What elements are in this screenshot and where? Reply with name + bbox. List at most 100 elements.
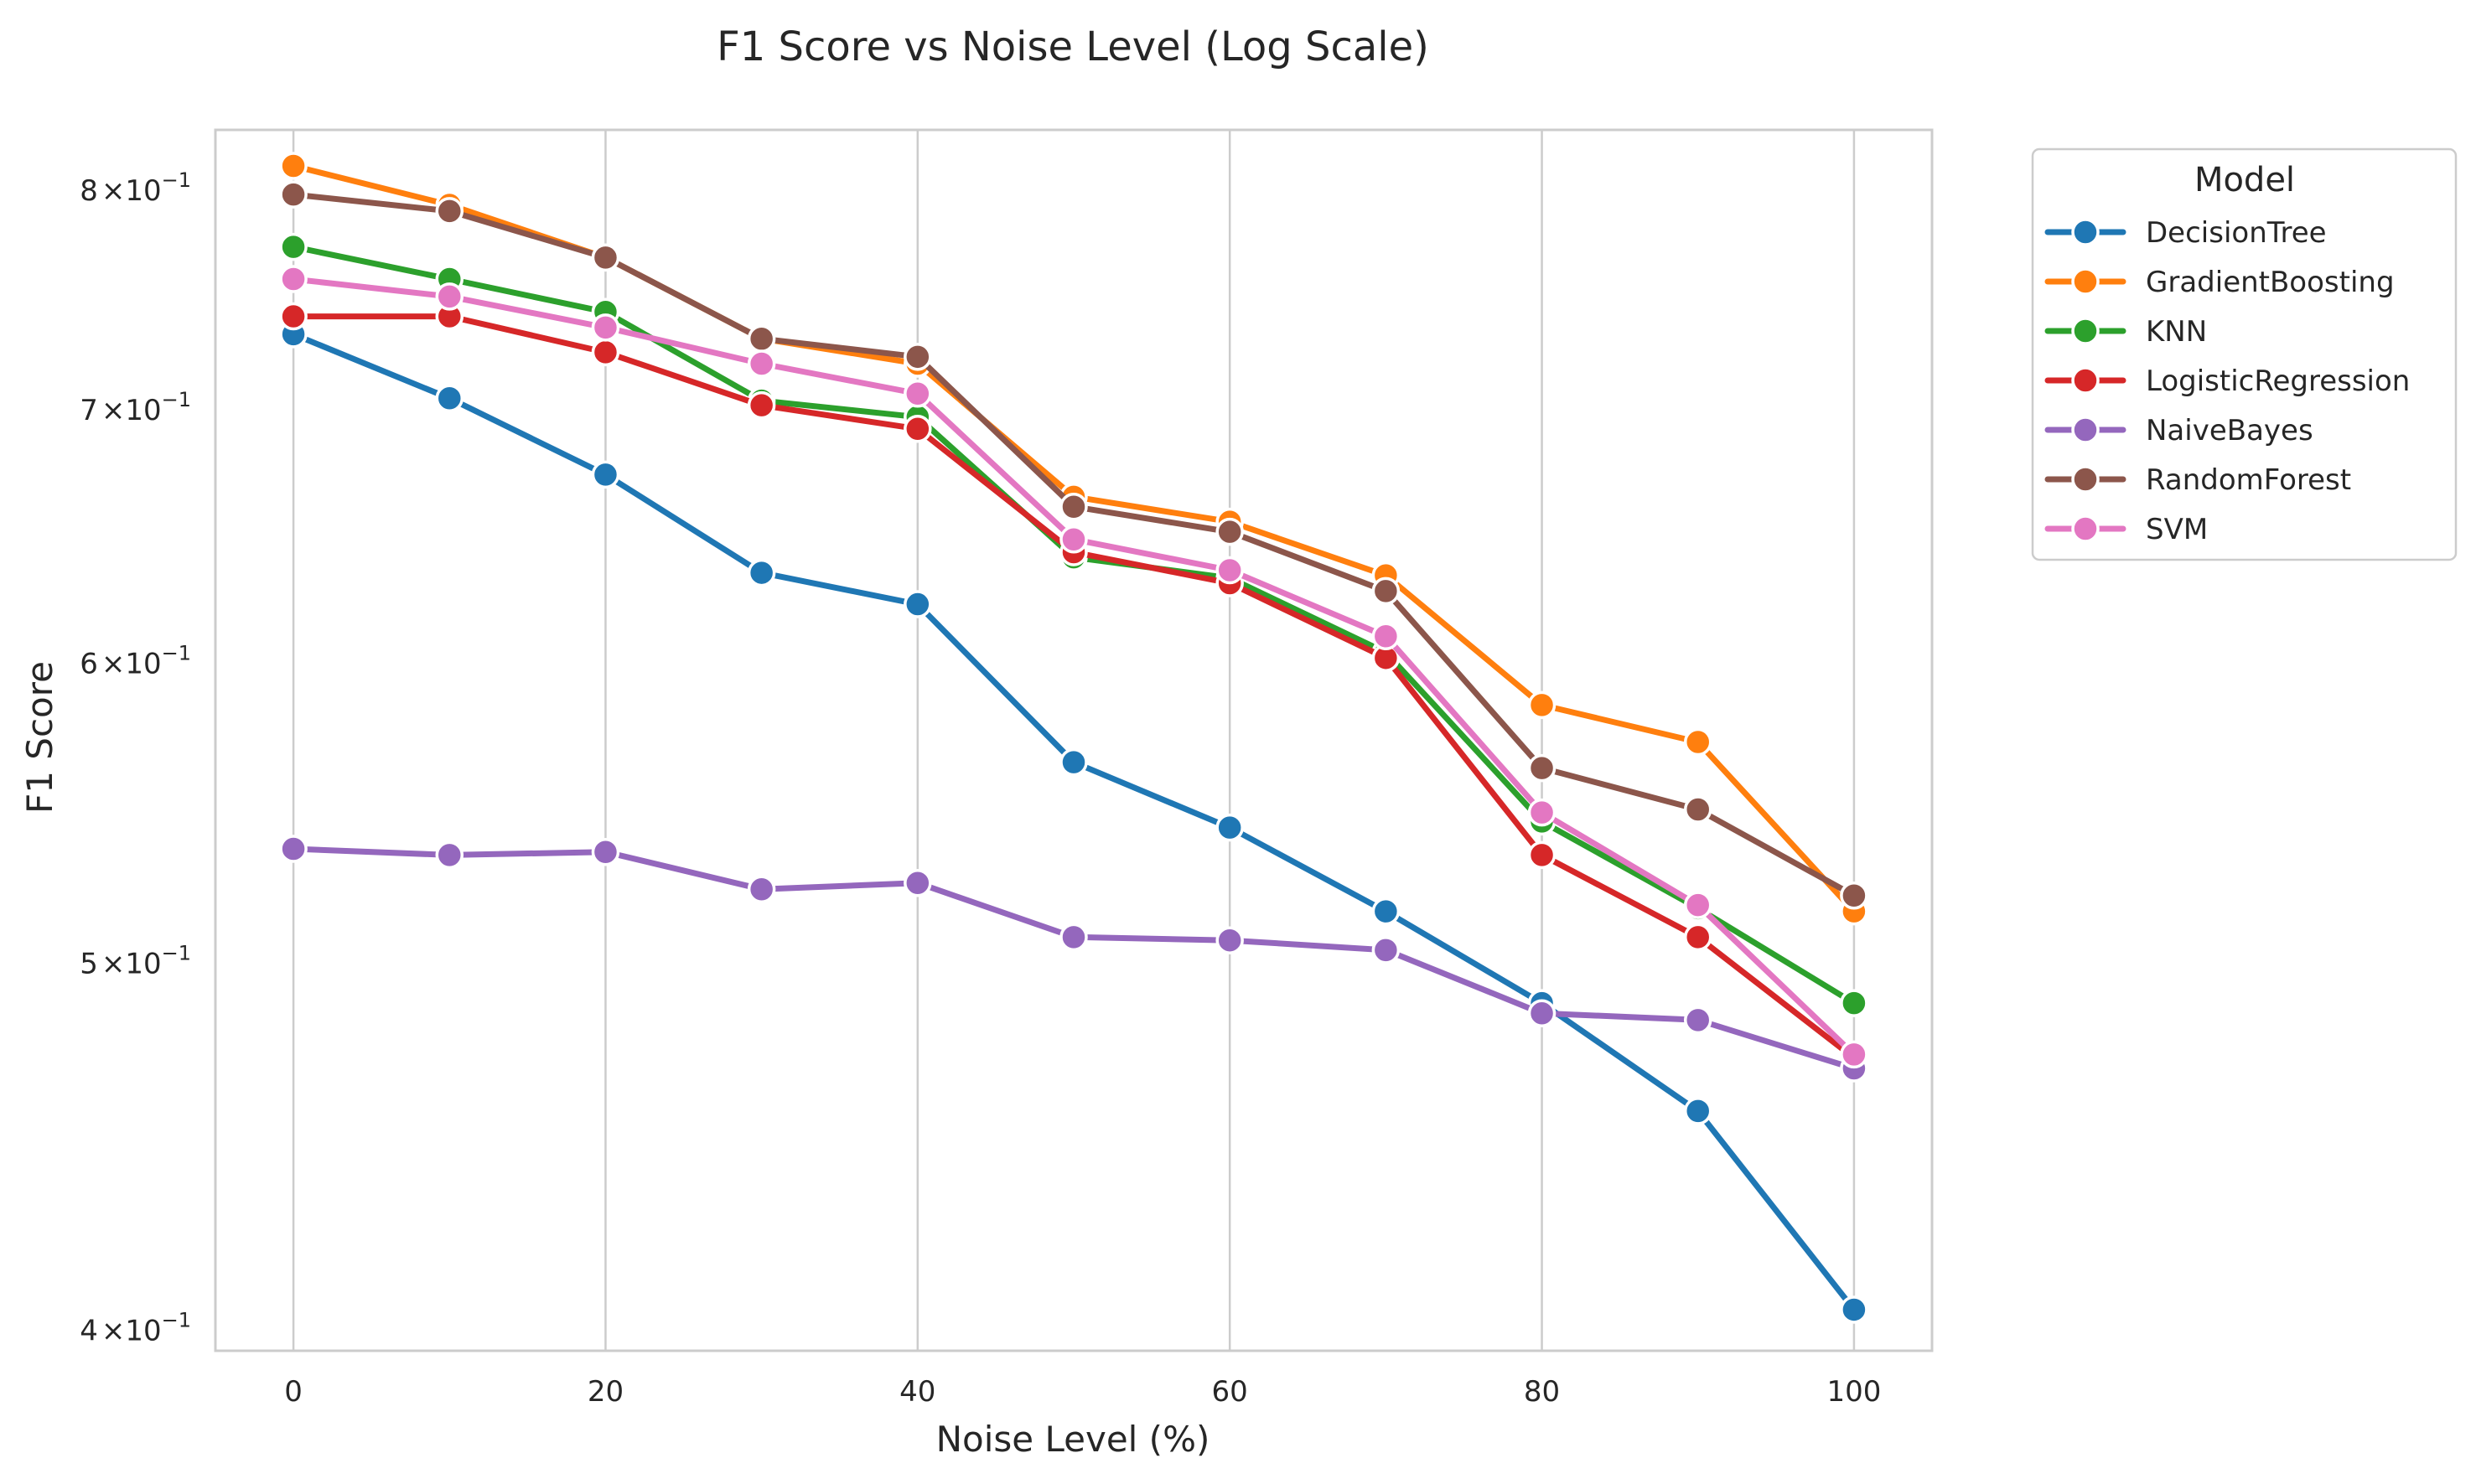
legend-label: RandomForest [2146,463,2351,497]
series-logisticregression [279,302,1868,1073]
data-point [747,349,776,378]
y-tick-label: 7 ×10−1 [80,388,191,427]
data-point [1683,795,1712,824]
legend-item: RandomForest [2044,463,2351,497]
data-point [747,875,776,903]
legend-item: GradientBoosting [2044,266,2395,299]
x-tick-label: 100 [1826,1375,1881,1409]
legend-item: DecisionTree [2044,216,2327,250]
data-point [435,840,464,870]
legend-label: NaiveBayes [2146,414,2313,447]
series-randomforest [279,180,1868,910]
data-point [747,390,776,420]
data-point [1215,517,1244,546]
legend-label: SVM [2146,513,2208,546]
data-point [1215,926,1244,954]
series-naivebayes [279,835,1868,1083]
legend-label: GradientBoosting [2146,266,2395,299]
legend-marker [2071,218,2100,246]
legend-item: NaiveBayes [2044,414,2313,447]
series-line-knn [290,244,1857,1006]
data-point [279,152,308,180]
chart-title: F1 Score vs Noise Level (Log Scale) [717,23,1429,70]
data-point [591,243,620,272]
data-point [435,384,464,413]
data-point [435,197,464,225]
data-point [1527,798,1557,827]
legend-title: Model [2194,161,2295,199]
legend-marker [2071,465,2100,494]
data-point [1215,813,1244,842]
data-point [1371,577,1401,606]
y-tick-label: 6 ×10−1 [80,642,191,681]
data-point [904,379,932,408]
legend-marker [2071,267,2100,296]
data-point [1059,525,1088,554]
data-point [1683,923,1712,952]
data-point [1215,556,1244,585]
legend-marker [2071,514,2100,543]
data-point [279,835,308,863]
x-tick-label: 80 [1524,1375,1560,1409]
data-point [1840,989,1868,1017]
data-point [904,343,932,371]
x-tick-label: 20 [588,1375,624,1409]
data-point [279,232,308,261]
data-point [1527,690,1557,720]
legend-item: SVM [2044,513,2208,546]
data-point [591,338,620,367]
data-point [279,265,308,293]
y-tick-label: 5 ×10−1 [80,941,191,980]
data-point [591,313,620,342]
x-tick-label: 60 [1212,1375,1248,1409]
data-point [279,180,308,209]
x-axis-label: Noise Level (%) [936,1419,1210,1460]
data-point [747,324,776,353]
data-point [1683,1097,1712,1125]
legend-marker [2071,416,2100,444]
data-point [1059,492,1088,521]
series-line-naivebayes [290,845,1857,1072]
data-point [1840,1040,1868,1069]
y-tick-labels: 8 ×10−1 7 ×10−1 6 ×10−1 5 ×10−1 4 ×10−1 [80,168,191,1347]
data-point [1683,891,1712,919]
data-point [1527,840,1557,870]
data-point [1371,897,1401,926]
plot-area-frame [214,128,1934,1352]
legend-item: KNN [2044,315,2207,349]
data-point [1059,747,1088,777]
y-axis-label: F1 Score [19,661,60,814]
legend-marker [2071,366,2100,395]
legend-label: KNN [2146,315,2207,349]
legend-marker [2071,317,2100,345]
y-tick-label: 8 ×10−1 [80,168,191,208]
legend-item: LogisticRegression [2044,365,2410,398]
data-point [747,558,776,587]
data-point [1527,753,1557,783]
series-decisiontree [279,320,1868,1324]
series-line-decisiontree [290,331,1857,1313]
x-tick-labels: 0 20 40 60 80 100 [284,1375,1881,1409]
data-point [904,415,932,443]
data-point [1371,622,1401,651]
data-point [904,868,932,897]
x-tick-label: 40 [899,1375,935,1409]
data-point [1840,881,1868,910]
data-point [591,460,620,489]
data-point [1840,1295,1868,1324]
legend-box [2031,147,2458,561]
data-point [1683,1006,1712,1035]
data-point [1683,727,1712,757]
series-svm [279,265,1868,1069]
data-point [1371,936,1401,964]
data-point [591,837,620,866]
legend-label: DecisionTree [2146,216,2327,250]
legend-items: DecisionTree GradientBoosting KNN LogisticR… [2044,216,2410,546]
legend: Model DecisionTree GradientBoosting KNN Log… [2031,147,2458,561]
data-point [279,302,308,331]
x-tick-label: 0 [284,1375,303,1409]
data-point [904,590,932,618]
data-point [1059,923,1088,952]
data-point [1527,999,1557,1027]
